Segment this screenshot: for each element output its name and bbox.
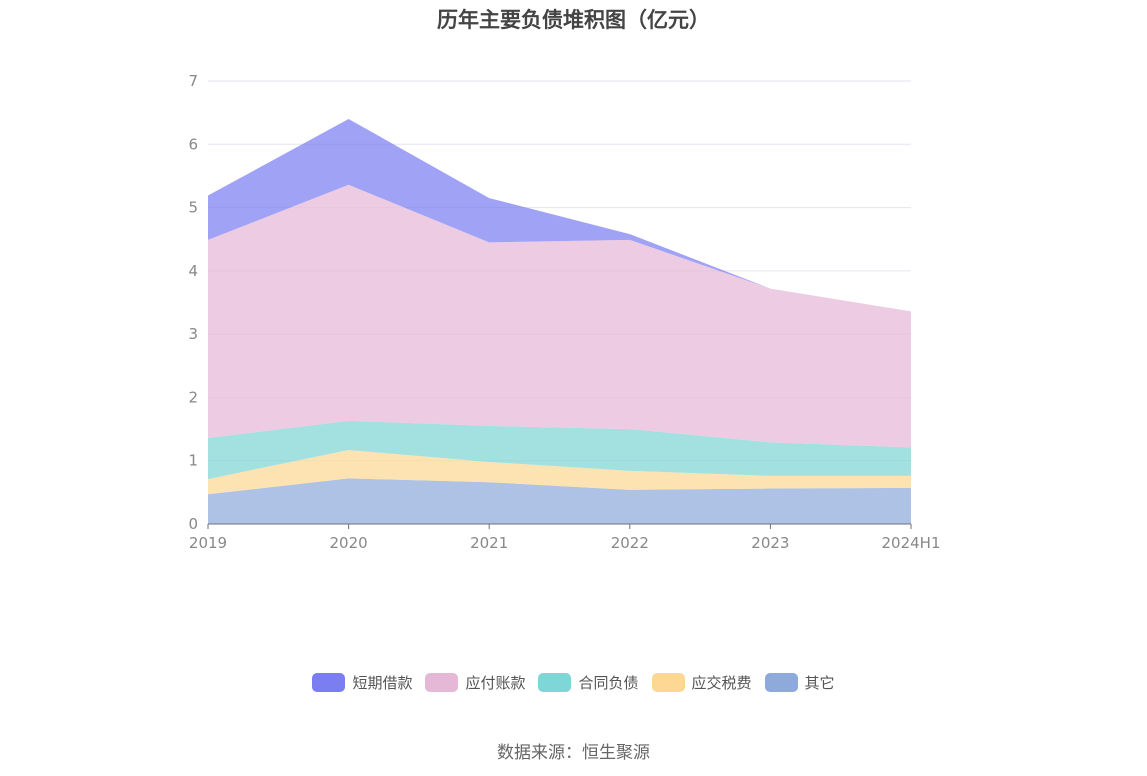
legend-item[interactable]: 应付账款 (425, 672, 525, 693)
legend: 短期借款 应付账款 合同负债 应交税费 其它 (0, 672, 1147, 693)
y-tick-label: 5 (188, 199, 198, 217)
x-tick-label: 2020 (330, 534, 368, 552)
y-tick-label: 0 (188, 515, 198, 533)
area-series-2 (208, 420, 911, 480)
y-tick-label: 2 (188, 388, 198, 406)
legend-item[interactable]: 其它 (764, 672, 835, 693)
chart-title: 历年主要负债堆积图（亿元） (437, 8, 710, 32)
y-tick-label: 7 (188, 72, 198, 90)
legend-swatch (538, 673, 572, 692)
legend-swatch (312, 673, 346, 692)
tick-labels: 0 1 2 3 4 5 6 7 2019 2020 2021 2022 2023 2024H1 (188, 72, 940, 552)
legend-swatch (425, 673, 459, 692)
legend-item[interactable]: 应交税费 (651, 672, 752, 693)
y-tick-label: 6 (188, 135, 198, 153)
legend-label: 应付账款 (465, 674, 526, 692)
area-series-1 (208, 449, 911, 495)
legend-label: 短期借款 (352, 674, 413, 692)
legend-item[interactable]: 短期借款 (312, 672, 412, 693)
axes (207, 523, 912, 529)
legend-swatch (764, 673, 798, 692)
legend-label: 应交税费 (691, 674, 752, 692)
stacked-areas (208, 118, 911, 524)
x-tick-label: 2019 (189, 534, 227, 552)
x-tick-label: 2022 (611, 534, 649, 552)
legend-swatch (651, 673, 685, 692)
legend-item[interactable]: 合同负债 (538, 672, 639, 693)
x-tick-label: 2021 (470, 534, 508, 552)
legend-label: 其它 (804, 674, 835, 692)
y-tick-label: 1 (188, 452, 198, 470)
source-note: 数据来源：恒生聚源 (497, 743, 650, 763)
area-series-4 (208, 118, 911, 312)
y-tick-label: 4 (188, 262, 198, 280)
x-tick-label: 2023 (751, 534, 789, 552)
area-series-3 (208, 184, 911, 448)
area-series-0 (208, 478, 911, 524)
y-tick-label: 3 (188, 325, 198, 343)
legend-label: 合同负债 (578, 674, 639, 692)
x-tick-label: 2024H1 (882, 534, 941, 552)
